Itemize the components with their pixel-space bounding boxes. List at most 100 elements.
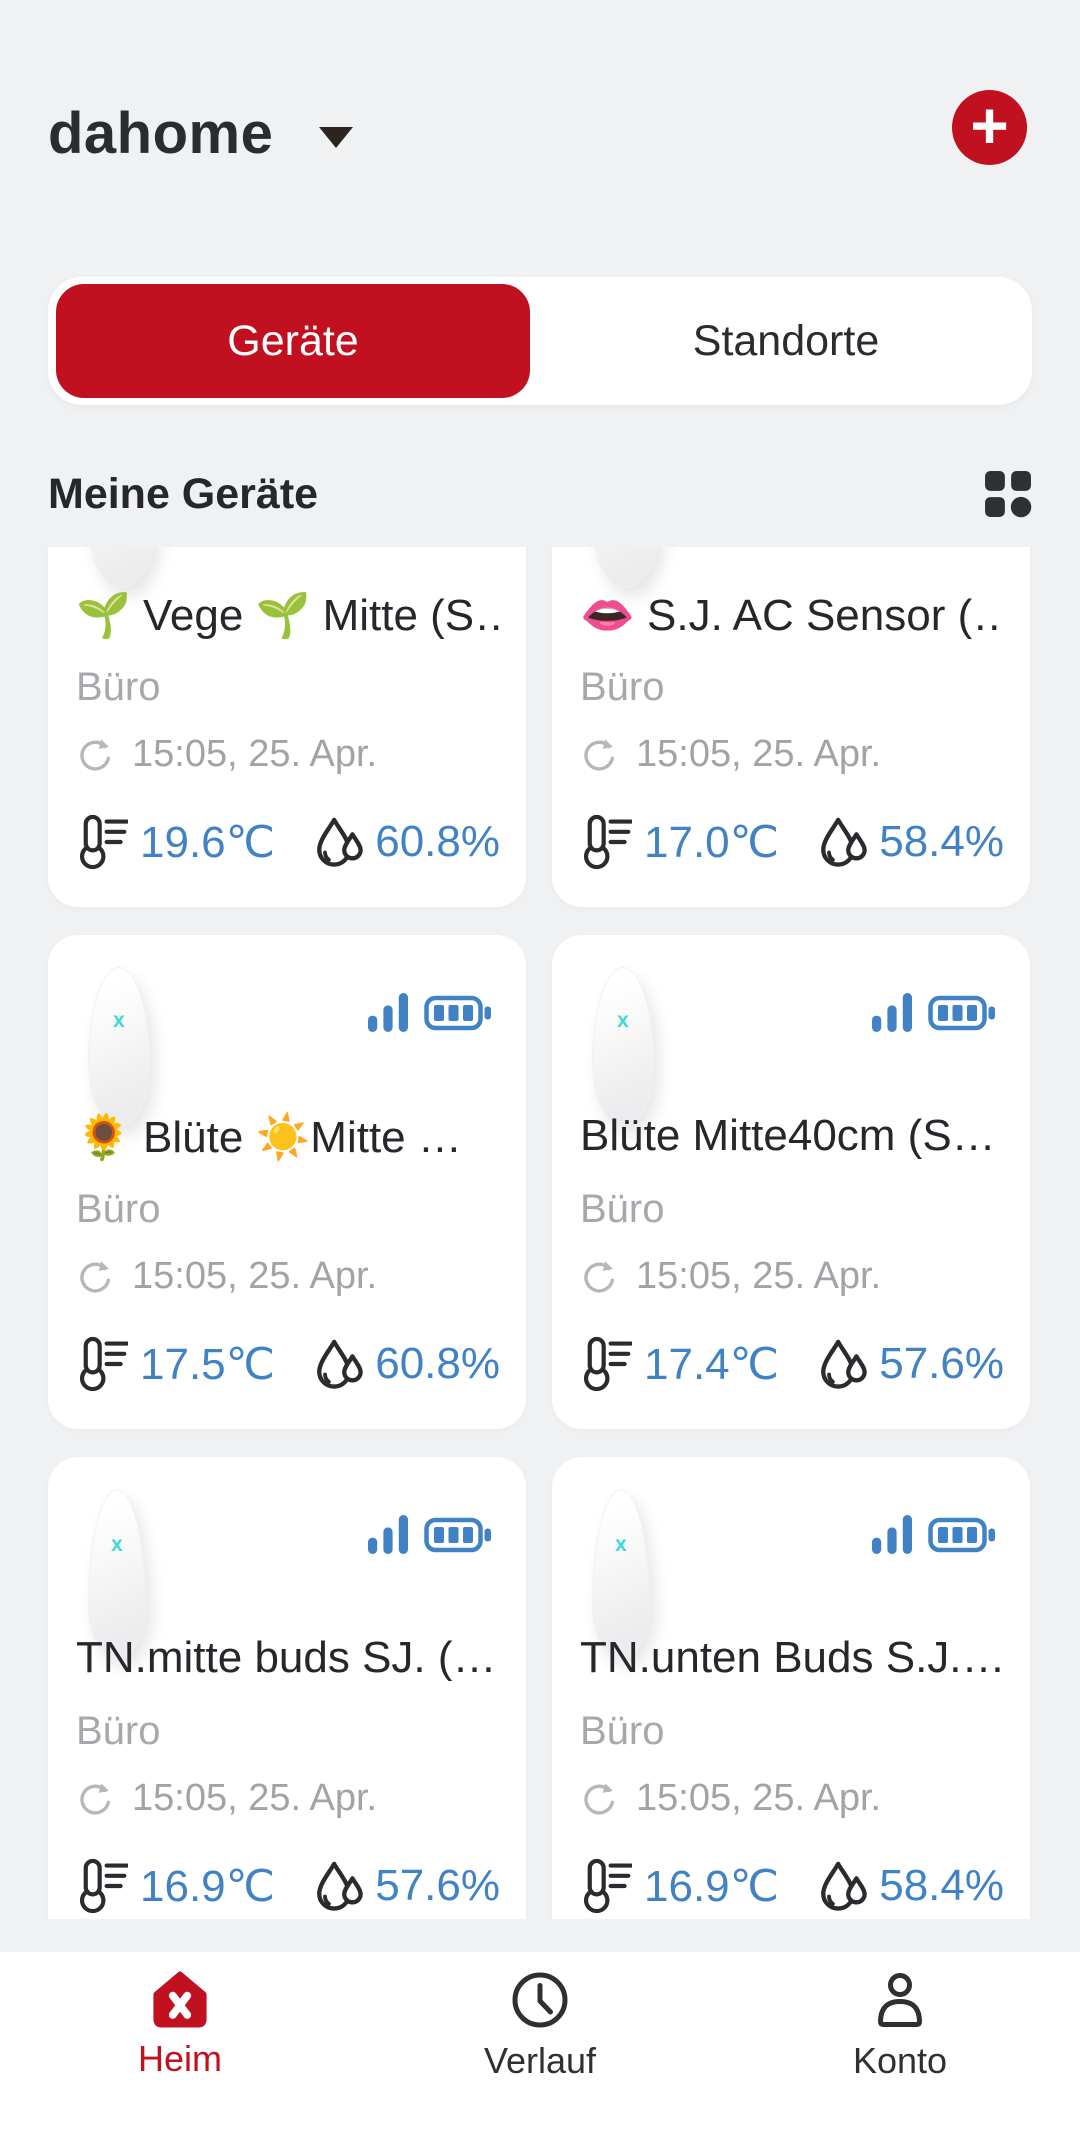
temperature-group: 17.5℃ — [76, 1335, 313, 1393]
device-card[interactable]: x TN.mitte buds SJ. (… Bü — [48, 1457, 526, 1919]
device-logo-x: x — [615, 1533, 627, 1557]
temperature-value: 16.9℃ — [140, 1861, 276, 1911]
nav-label-konto: Konto — [852, 2040, 948, 2081]
device-location: Büro — [580, 665, 665, 709]
humidity-value: 60.8% — [375, 817, 500, 866]
device-name: TN.mitte buds SJ. (… — [76, 1633, 497, 1682]
device-location: Büro — [580, 1709, 665, 1753]
refresh-icon[interactable] — [580, 1258, 618, 1296]
device-updated-text: 15:05, 25. Apr. — [132, 733, 378, 775]
tab-bar: Geräte Standorte — [48, 277, 1032, 405]
tab-devices[interactable]: Geräte — [56, 284, 530, 398]
home-name[interactable]: dahome — [48, 100, 274, 166]
device-card[interactable]: x Blüte Mitte40cm (S… Bür — [552, 935, 1030, 1429]
battery-full-icon — [424, 1516, 492, 1554]
device-measurements: 16.9℃ 57.6% — [76, 1857, 500, 1915]
device-location: Büro — [76, 1187, 161, 1231]
device-updated-text: 15:05, 25. Apr. — [132, 1255, 378, 1297]
device-card[interactable]: x 🌻 Blüte ☀️Mitte … Büro — [48, 935, 526, 1429]
humidity-group: 58.4% — [817, 1859, 1004, 1913]
nav-item-verlauf[interactable]: Verlauf — [360, 1952, 720, 2130]
thermometer-icon — [76, 1335, 128, 1393]
thermometer-icon — [76, 813, 128, 871]
humidity-drops-icon — [817, 815, 867, 869]
section-header: Meine Geräte — [48, 468, 1032, 520]
refresh-icon[interactable] — [580, 1780, 618, 1818]
device-image: x — [88, 967, 150, 1125]
temperature-group: 17.4℃ — [580, 1335, 817, 1393]
home-selector[interactable]: dahome — [48, 98, 354, 168]
device-status-icons — [872, 993, 996, 1032]
thermometer-icon — [580, 813, 632, 871]
device-updated-row: 15:05, 25. Apr. — [580, 1777, 881, 1820]
device-image: x — [88, 1489, 146, 1657]
temperature-value: 17.4℃ — [644, 1339, 780, 1389]
device-logo-x: x — [113, 1008, 125, 1032]
signal-strength-icon — [872, 1515, 912, 1554]
device-status-icons — [368, 993, 492, 1032]
refresh-icon[interactable] — [76, 736, 114, 774]
device-location: Büro — [76, 665, 161, 709]
device-logo-x: x — [617, 1008, 629, 1032]
device-name: TN.unten Buds S.J.… — [580, 1633, 1004, 1682]
device-updated-text: 15:05, 25. Apr. — [636, 1255, 882, 1297]
refresh-icon[interactable] — [76, 1780, 114, 1818]
device-image: x — [592, 1489, 650, 1657]
device-updated-row: 15:05, 25. Apr. — [76, 1777, 377, 1820]
device-updated-row: 15:05, 25. Apr. — [76, 1255, 377, 1298]
humidity-group: 57.6% — [313, 1859, 500, 1913]
temperature-group: 17.0℃ — [580, 813, 817, 871]
humidity-drops-icon — [313, 815, 363, 869]
device-card[interactable]: x TN.unten Buds S.J.… Bür — [552, 1457, 1030, 1919]
device-status-icons — [872, 1515, 996, 1554]
thermometer-icon — [580, 1335, 632, 1393]
section-title: Meine Geräte — [48, 469, 319, 518]
signal-strength-icon — [368, 993, 408, 1032]
device-name: 🌻 Blüte ☀️Mitte … — [76, 1113, 462, 1162]
device-grid-viewport[interactable]: x 🌱 Vege 🌱 Mitte (S… Bü — [0, 547, 1080, 1919]
humidity-value: 58.4% — [879, 1861, 1004, 1910]
temperature-value: 19.6℃ — [140, 817, 276, 867]
device-name: Blüte Mitte40cm (S… — [580, 1111, 996, 1160]
humidity-group: 58.4% — [817, 815, 1004, 869]
chevron-down-icon[interactable] — [319, 126, 354, 148]
humidity-group: 57.6% — [817, 1337, 1004, 1391]
person-icon — [870, 1970, 930, 2030]
device-measurements: 17.0℃ 58.4% — [580, 813, 1004, 871]
battery-full-icon — [928, 994, 996, 1032]
device-updated-row: 15:05, 25. Apr. — [580, 733, 881, 776]
device-image: x — [592, 967, 654, 1125]
thermometer-icon — [580, 1857, 632, 1915]
device-name: 👄 S.J. AC Sensor (… — [580, 591, 1004, 640]
humidity-drops-icon — [817, 1859, 867, 1913]
add-device-button[interactable]: + — [952, 90, 1027, 165]
nav-item-konto[interactable]: Konto — [720, 1952, 1080, 2130]
device-measurements: 19.6℃ 60.8% — [76, 813, 500, 871]
nav-item-heim[interactable]: Heim — [0, 1952, 360, 2130]
temperature-value: 16.9℃ — [644, 1861, 780, 1911]
device-name: 🌱 Vege 🌱 Mitte (S… — [76, 591, 500, 640]
humidity-drops-icon — [313, 1337, 363, 1391]
home-icon — [149, 1970, 211, 2028]
device-image: x — [592, 547, 660, 587]
device-card[interactable]: x 🌱 Vege 🌱 Mitte (S… Bü — [48, 547, 526, 907]
device-card[interactable]: x 👄 S.J. AC Sensor (… B — [552, 547, 1030, 907]
refresh-icon[interactable] — [76, 1258, 114, 1296]
signal-strength-icon — [368, 1515, 408, 1554]
temperature-value: 17.5℃ — [140, 1339, 276, 1389]
device-updated-text: 15:05, 25. Apr. — [636, 733, 882, 775]
device-updated-text: 15:05, 25. Apr. — [132, 1777, 378, 1819]
humidity-drops-icon — [817, 1337, 867, 1391]
tab-locations[interactable]: Standorte — [540, 277, 1032, 405]
temperature-value: 17.0℃ — [644, 817, 780, 867]
humidity-value: 57.6% — [879, 1339, 1004, 1388]
humidity-value: 57.6% — [375, 1861, 500, 1910]
battery-full-icon — [928, 1516, 996, 1554]
device-location: Büro — [580, 1187, 665, 1231]
grid-view-toggle-icon[interactable] — [984, 470, 1032, 518]
device-measurements: 17.5℃ 60.8% — [76, 1335, 500, 1393]
device-grid: x 🌱 Vege 🌱 Mitte (S… Bü — [48, 547, 1030, 1919]
bottom-nav: Heim Verlauf Konto — [0, 1952, 1080, 2130]
refresh-icon[interactable] — [580, 736, 618, 774]
